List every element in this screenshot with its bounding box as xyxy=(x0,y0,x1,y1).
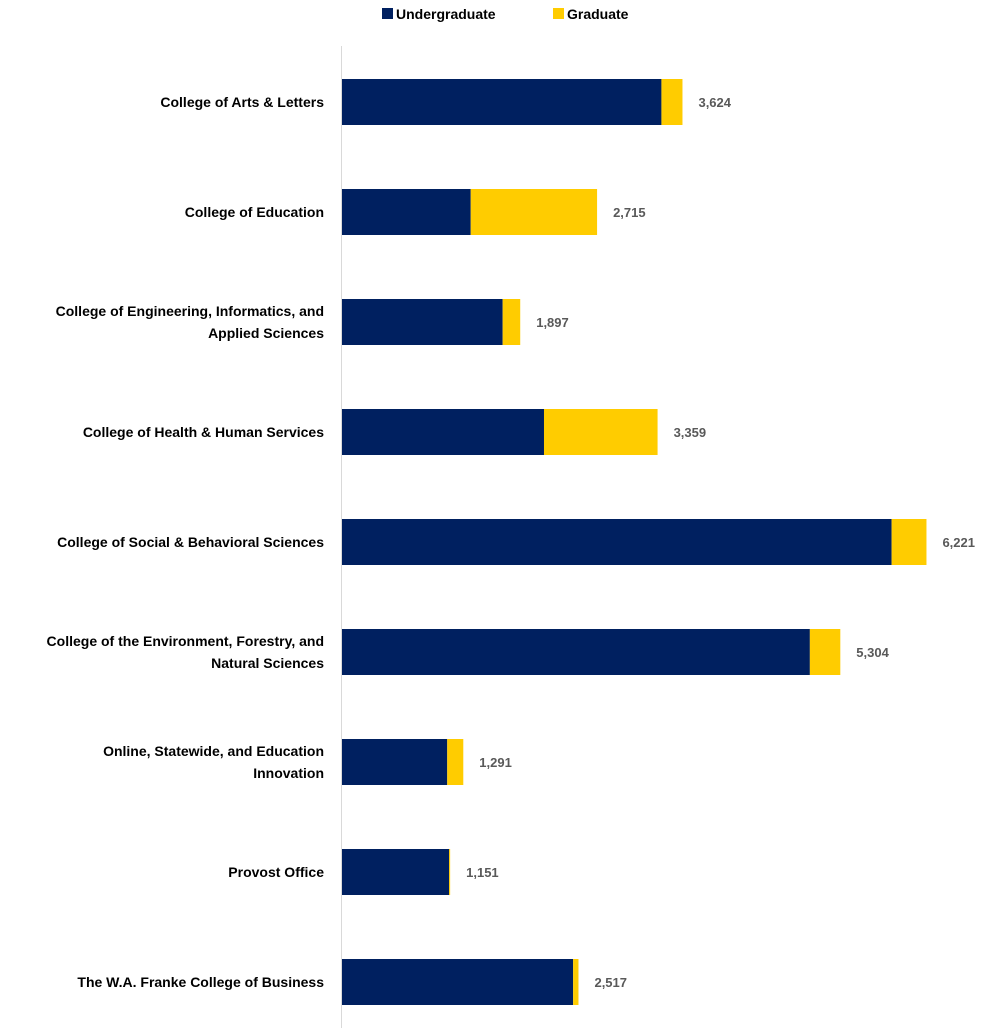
bar-graduate-3 xyxy=(543,409,658,455)
total-label-8: 2,517 xyxy=(594,975,627,990)
bar-undergraduate-8 xyxy=(342,959,574,1005)
category-label-5-line-1: Natural Sciences xyxy=(211,655,324,671)
bar-undergraduate-5 xyxy=(342,629,810,675)
bar-graduate-1 xyxy=(470,189,598,235)
bar-undergraduate-7 xyxy=(342,849,450,895)
category-label-0: College of Arts & Letters xyxy=(160,94,324,110)
total-label-4: 6,221 xyxy=(942,535,975,550)
bar-graduate-7 xyxy=(449,849,451,895)
category-label-3: College of Health & Human Services xyxy=(83,424,324,440)
category-label-1: College of Education xyxy=(185,204,324,220)
category-label-6-line-1: Innovation xyxy=(253,765,324,781)
bar-graduate-2 xyxy=(502,299,521,345)
total-label-3: 3,359 xyxy=(674,425,707,440)
category-label-5-line-0: College of the Environment, Forestry, an… xyxy=(47,633,324,649)
bar-undergraduate-4 xyxy=(342,519,892,565)
total-label-0: 3,624 xyxy=(698,95,731,110)
category-label-2-line-0: College of Engineering, Informatics, and xyxy=(56,303,324,319)
total-label-2: 1,897 xyxy=(536,315,569,330)
legend-label-undergraduate: Undergraduate xyxy=(396,6,496,22)
total-label-1: 2,715 xyxy=(613,205,646,220)
total-label-6: 1,291 xyxy=(479,755,512,770)
category-label-2-line-1: Applied Sciences xyxy=(208,325,324,341)
legend-swatch-undergraduate xyxy=(382,8,393,19)
bar-graduate-8 xyxy=(573,959,579,1005)
category-label-7: Provost Office xyxy=(228,864,324,880)
legend: Undergraduate Graduate xyxy=(382,6,629,22)
bar-undergraduate-2 xyxy=(342,299,503,345)
total-label-7: 1,151 xyxy=(466,865,499,880)
bars-layer xyxy=(342,79,927,1005)
category-label-4: College of Social & Behavioral Sciences xyxy=(57,534,324,550)
labels-layer: 3,624 College of Arts & Letters 2,715 Colle… xyxy=(47,94,975,990)
bar-undergraduate-0 xyxy=(342,79,662,125)
category-label-6-line-0: Online, Statewide, and Education xyxy=(103,743,324,759)
category-label-8: The W.A. Franke College of Business xyxy=(77,974,324,990)
bar-undergraduate-1 xyxy=(342,189,471,235)
total-label-5: 5,304 xyxy=(856,645,889,660)
bar-undergraduate-3 xyxy=(342,409,544,455)
bar-graduate-6 xyxy=(447,739,464,785)
bar-graduate-5 xyxy=(809,629,841,675)
bar-graduate-4 xyxy=(891,519,927,565)
bar-graduate-0 xyxy=(661,79,683,125)
bar-undergraduate-6 xyxy=(342,739,448,785)
legend-swatch-graduate xyxy=(553,8,564,19)
legend-label-graduate: Graduate xyxy=(567,6,629,22)
